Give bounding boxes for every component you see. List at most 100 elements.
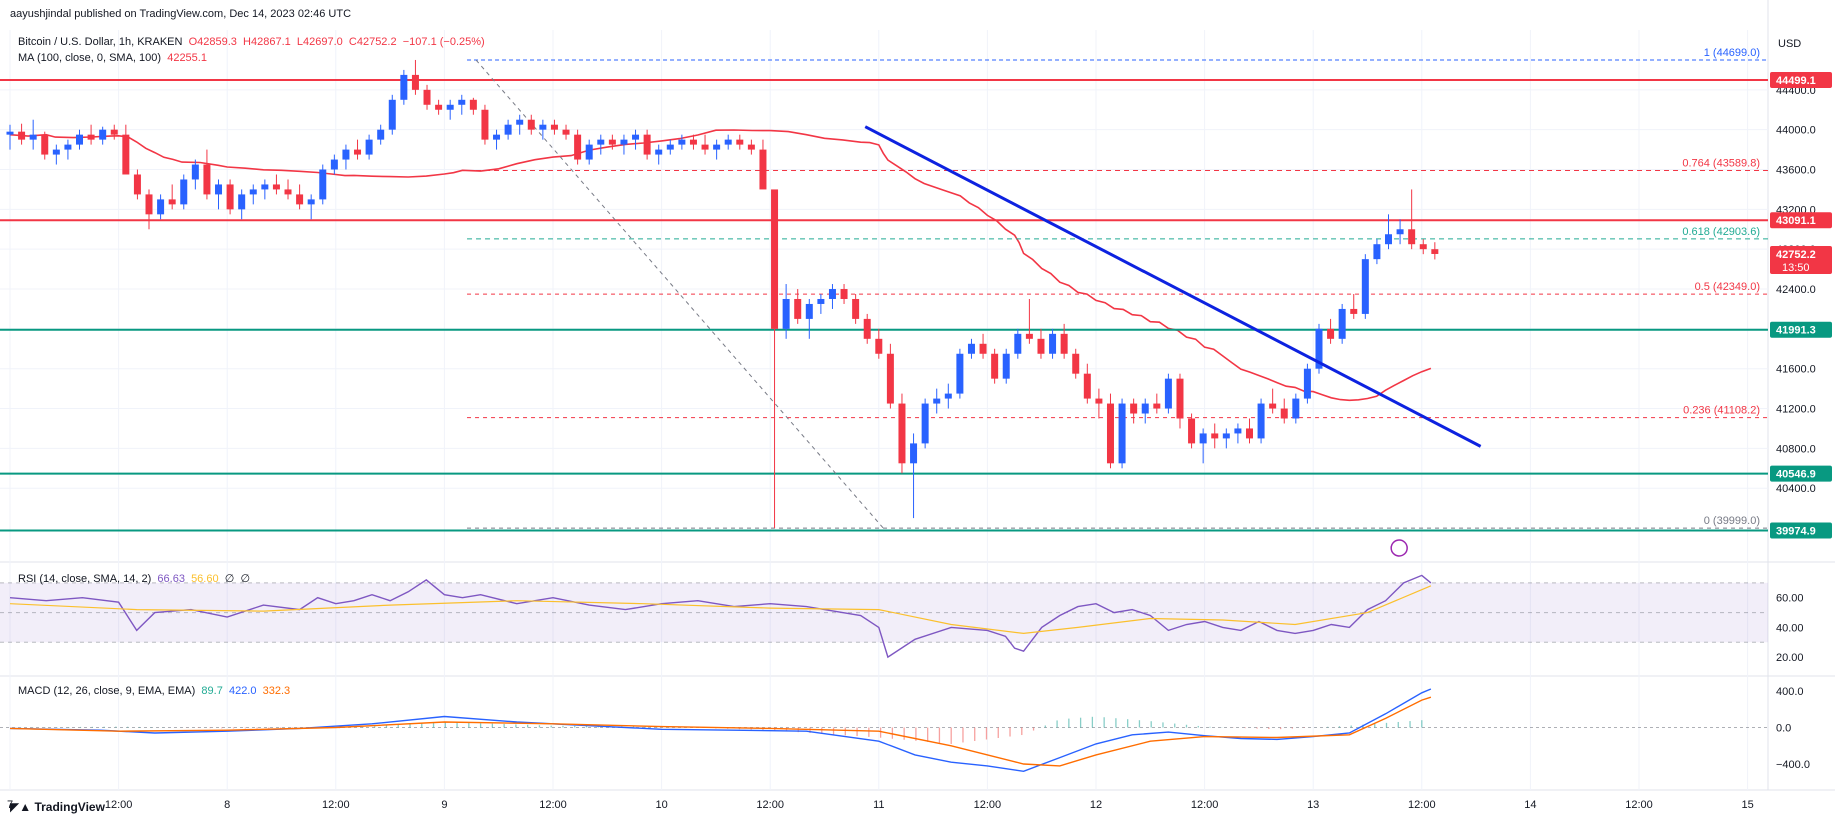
- moving-average-line: [9, 129, 1432, 402]
- macd-signal-value: 332.3: [262, 685, 291, 697]
- candle-body: [1199, 433, 1207, 444]
- candle-body: [1396, 229, 1404, 235]
- candle-body: [388, 99, 396, 130]
- candle-body: [1095, 398, 1103, 404]
- trend-line: [864, 125, 1482, 448]
- candle-body: [504, 124, 512, 135]
- macd-hist-value: 89.7: [201, 685, 223, 697]
- candlesticks: [6, 59, 1439, 529]
- candle-body: [713, 144, 721, 150]
- candle-body: [1083, 373, 1091, 399]
- trend-line-path: [864, 125, 1482, 448]
- rsi-tick-label: 60.00: [1776, 593, 1804, 605]
- candle-body: [736, 139, 744, 145]
- fibonacci-retracement: 1 (44699.0) 0.764 (43589.8) 0.618 (42903.6…: [467, 47, 1768, 529]
- rsi-label[interactable]: RSI (14, close, SMA, 14, 2): [18, 573, 152, 585]
- symbol-title[interactable]: Bitcoin / U.S. Dollar, 1h, KRAKEN: [18, 36, 183, 48]
- candle-body: [215, 184, 223, 195]
- candle-body: [597, 139, 605, 145]
- candle-body: [1408, 229, 1416, 245]
- candle-body: [956, 353, 964, 394]
- macd-pane: [0, 688, 1768, 773]
- candle-body: [875, 338, 883, 354]
- ma-label[interactable]: MA (100, close, 0, SMA, 100): [18, 52, 162, 64]
- candle-body: [354, 149, 362, 155]
- candle-body: [423, 89, 431, 105]
- candle-body: [18, 131, 26, 140]
- candle-body: [701, 144, 709, 150]
- time-tick-label: 7: [7, 799, 13, 811]
- price-label-text: 39974.9: [1776, 526, 1816, 538]
- rsi-legend: RSI (14, close, SMA, 14, 2) 66.63 56.60 …: [18, 572, 250, 585]
- candle-body: [991, 353, 999, 379]
- candle-body: [226, 184, 234, 210]
- candle-body: [157, 199, 165, 215]
- candle-body: [1025, 333, 1033, 339]
- alert-icon: [1390, 539, 1408, 557]
- candle-body: [574, 134, 582, 160]
- candle-body: [1164, 378, 1172, 409]
- candle-body: [435, 104, 443, 110]
- candle-body: [168, 199, 176, 205]
- candle-body: [562, 129, 570, 135]
- candle-body: [817, 298, 825, 304]
- candle-body: [377, 129, 385, 140]
- rsi-upper-value: ∅: [224, 573, 235, 585]
- candle-body: [655, 149, 663, 155]
- macd-label[interactable]: MACD (12, 26, close, 9, EMA, EMA): [18, 685, 196, 697]
- moving-average-path: [9, 129, 1432, 402]
- candle-body: [493, 134, 501, 140]
- symbol-legend: Bitcoin / U.S. Dollar, 1h, KRAKEN O42859…: [18, 36, 485, 48]
- change-value: −107.1 (−0.25%): [402, 36, 485, 48]
- high-value: H42867.1: [243, 36, 291, 48]
- candle-body: [1384, 234, 1392, 245]
- candle-body: [458, 99, 466, 105]
- time-tick-label: 13: [1307, 799, 1319, 811]
- price-label-text: 41991.3: [1776, 325, 1816, 337]
- candle-body: [29, 134, 37, 140]
- time-tick-label: 9: [441, 799, 447, 811]
- price-tick-label: 40800.0: [1776, 443, 1816, 455]
- candle-body: [180, 179, 188, 205]
- candle-body: [1130, 403, 1138, 414]
- price-label-box: [1770, 321, 1832, 338]
- candle-body: [1153, 403, 1161, 409]
- price-tick-label: 40400.0: [1776, 483, 1816, 495]
- currency-label[interactable]: USD: [1778, 38, 1801, 50]
- rsi-tick-label: 20.00: [1776, 652, 1804, 664]
- candle-body: [632, 134, 640, 140]
- candle-body: [771, 189, 779, 329]
- candle-body: [689, 139, 697, 145]
- fib-level-label: 0.764 (43589.8): [1682, 158, 1760, 170]
- candle-body: [203, 164, 211, 195]
- fib-level-label: 0.5 (42349.0): [1695, 281, 1760, 293]
- time-tick-label: 15: [1741, 799, 1753, 811]
- candle-body: [411, 74, 419, 90]
- price-label-text: 42752.2: [1776, 249, 1816, 261]
- candle-body: [1002, 353, 1010, 379]
- time-tick-label: 10: [655, 799, 667, 811]
- candle-body: [446, 104, 454, 110]
- candle-body: [296, 194, 304, 205]
- candle-body: [133, 174, 141, 195]
- candle-body: [666, 144, 674, 150]
- macd-tick-label: −400.0: [1776, 759, 1810, 771]
- candle-body: [76, 134, 84, 145]
- time-tick-label: 11: [873, 799, 884, 811]
- time-tick-label: 12:00: [539, 799, 567, 811]
- candle-body: [516, 119, 524, 125]
- tradingview-logo[interactable]: ◤▲ TradingView: [10, 800, 105, 814]
- candle-body: [1419, 244, 1427, 250]
- candle-body: [191, 164, 199, 180]
- candle-body: [921, 403, 929, 444]
- price-label-box: [1770, 522, 1832, 539]
- candle-body: [1141, 403, 1149, 414]
- time-tick-label: 12:00: [974, 799, 1002, 811]
- macd-tick-label: 400.0: [1776, 686, 1804, 698]
- price-tick-label: 41200.0: [1776, 404, 1816, 416]
- price-label-text: 43091.1: [1776, 215, 1816, 227]
- candle-body: [481, 109, 489, 140]
- fib-level-label: 0.618 (42903.6): [1682, 226, 1760, 238]
- candle-body: [52, 149, 60, 155]
- macd-tick-label: 0.0: [1776, 723, 1791, 735]
